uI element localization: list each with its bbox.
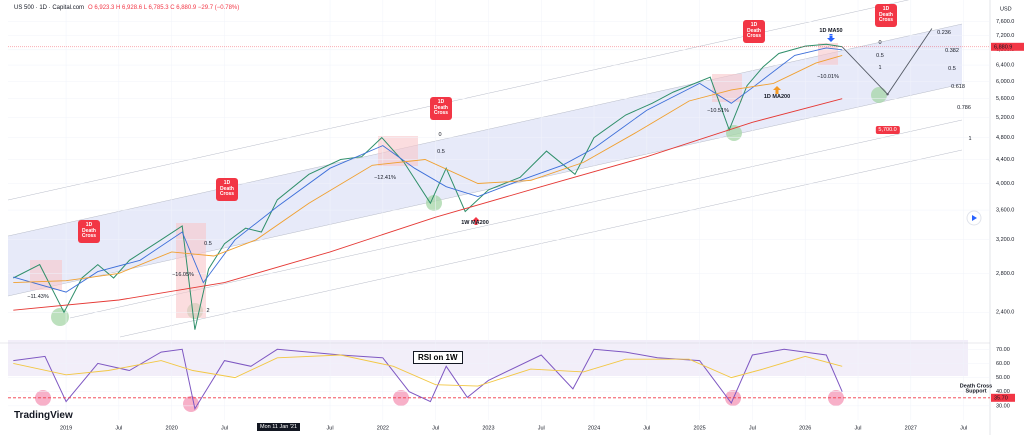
target-dot <box>886 93 889 96</box>
annotation: −11.43% <box>27 294 49 300</box>
series-line <box>13 43 843 330</box>
target-label: 5,700.0 <box>875 126 900 134</box>
y-tick-label: 50.00 <box>996 375 1010 381</box>
rsi-band <box>8 340 968 376</box>
annotation: 0.5 <box>948 66 956 72</box>
death-cross-callout: 1D Death Cross <box>743 20 765 43</box>
x-tick-label: 2020 <box>166 425 178 431</box>
header: US 500 · 1D · Capital.com O 6,923.3 H 6,9… <box>14 5 239 11</box>
x-tick-label: Jul <box>327 425 334 431</box>
annotation: 0.5 <box>204 241 212 247</box>
last-price-label: 6,880.9 <box>994 44 1012 50</box>
annotation: 0.786 <box>957 105 971 111</box>
currency: USD <box>1000 6 1012 12</box>
death-cross-callout: 1D Death Cross <box>78 220 100 243</box>
x-tick-label: Jul <box>643 425 650 431</box>
annotation: 0.5 <box>876 53 884 59</box>
series-line <box>13 54 843 284</box>
x-tick-label: 2019 <box>60 425 72 431</box>
x-tick-label: 2027 <box>905 425 917 431</box>
support-value: 35.70 <box>994 395 1008 401</box>
death-cross-callout: 1D Death Cross <box>430 97 452 120</box>
y-tick-label: 7,600.0 <box>996 19 1014 25</box>
annotation: −10.51% <box>707 108 729 114</box>
annotation: 2 <box>206 308 210 314</box>
x-tick-label: Jul <box>221 425 228 431</box>
y-tick-label: 4,400.0 <box>996 157 1014 163</box>
y-tick-label: 60.00 <box>996 361 1010 367</box>
y-tick-label: 6,400.0 <box>996 63 1014 69</box>
series-line <box>13 47 843 293</box>
rsi-title: RSI on 1W <box>413 351 463 364</box>
annotation: 1D MA200 <box>763 94 791 100</box>
x-tick-label: 2023 <box>482 425 494 431</box>
y-tick-label: 30.00 <box>996 403 1010 409</box>
ohlc: O 6,923.3 H 6,928.6 L 6,785.3 C 6,880.9 … <box>88 5 240 11</box>
x-tick-label: Jul <box>960 425 967 431</box>
support-text: Death Cross Support <box>959 383 993 395</box>
last-price-tag <box>991 42 1024 51</box>
annotation: 0.382 <box>945 48 959 54</box>
x-tick-label: 2025 <box>693 425 705 431</box>
y-tick-label: 4,800.0 <box>996 135 1014 141</box>
x-tick-label: 2024 <box>588 425 600 431</box>
series-line <box>13 354 843 387</box>
x-tick-label: 2026 <box>799 425 811 431</box>
x-tick-label: Jul <box>749 425 756 431</box>
crosshair-label: Mon 11 Jan '21 <box>257 423 301 431</box>
y-tick-label: 70.00 <box>996 347 1010 353</box>
y-tick-label: 3,200.0 <box>996 237 1014 243</box>
y-tick-label: 5,600.0 <box>996 96 1014 102</box>
support-tag <box>991 393 1015 402</box>
y-tick-label: 3,600.0 <box>996 208 1014 214</box>
annotation: 0 <box>878 40 882 46</box>
series-line <box>13 348 843 411</box>
play-icon <box>972 215 977 221</box>
arrow-1d-ma200 <box>773 86 781 94</box>
y-tick-label: 6,000.0 <box>996 79 1014 85</box>
annotation: −12.41% <box>374 175 396 181</box>
annotation: −10.01% <box>817 74 839 80</box>
annotation: 1D MA50 <box>819 28 843 34</box>
y-tick-label: 7,200.0 <box>996 33 1014 39</box>
x-tick-label: Jul <box>115 425 122 431</box>
x-tick-label: Jul <box>432 425 439 431</box>
annotation: 0.5 <box>437 149 445 155</box>
annotation: 1W MA200 <box>461 220 489 226</box>
y-tick-label: 40.00 <box>996 389 1010 395</box>
annotation: 0.236 <box>937 30 951 36</box>
death-cross-callout: 1D Death Cross <box>216 178 238 201</box>
watermark: TradingView <box>14 410 73 421</box>
annotation: −16.05% <box>172 272 194 278</box>
annotation: 1 <box>968 136 972 142</box>
x-tick-label: 2022 <box>377 425 389 431</box>
symbol: US 500 · 1D · Capital.com <box>14 5 85 11</box>
annotation: 0 <box>438 132 442 138</box>
arrow-1d-ma50 <box>827 34 835 42</box>
y-tick-label: 4,000.0 <box>996 181 1014 187</box>
series-line <box>13 98 843 311</box>
annotation: 0.618 <box>951 84 965 90</box>
x-tick-label: Jul <box>538 425 545 431</box>
y-tick-label: 2,400.0 <box>996 310 1014 316</box>
death-cross-callout: 1D Death Cross <box>875 4 897 27</box>
y-tick-label: 2,800.0 <box>996 271 1014 277</box>
annotation: 1 <box>878 65 882 71</box>
y-tick-label: 5,200.0 <box>996 115 1014 121</box>
arrow-1w-ma200 <box>472 217 480 225</box>
x-tick-label: Jul <box>854 425 861 431</box>
